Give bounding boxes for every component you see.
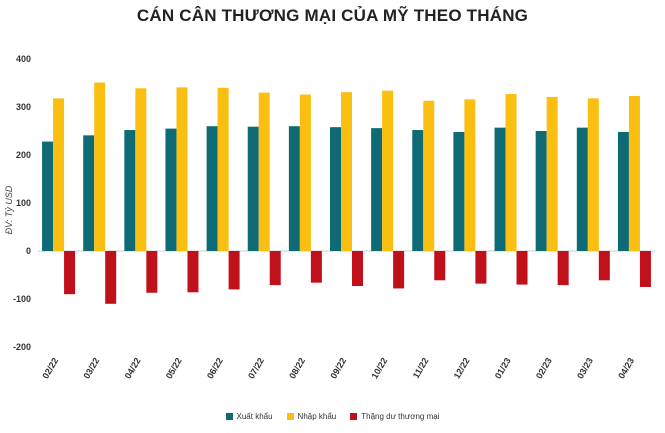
bar-surplus <box>393 251 405 289</box>
bar-import <box>341 92 352 252</box>
bar-import <box>94 82 106 252</box>
bar-surplus <box>434 251 446 281</box>
y-tick-label: 0 <box>26 246 31 256</box>
bar-surplus <box>64 251 76 295</box>
x-tick-label: 10/22 <box>369 356 389 381</box>
legend-item: Xuất khẩu <box>225 412 273 421</box>
legend-label: Xuất khẩu <box>236 412 273 421</box>
x-tick-label: 02/22 <box>40 356 60 381</box>
bar-export <box>617 131 629 251</box>
bar-surplus <box>310 251 322 283</box>
y-tick-label: 400 <box>16 54 31 64</box>
x-tick-label: 07/22 <box>246 356 266 381</box>
bar-export <box>371 128 383 251</box>
x-tick-label: 12/22 <box>452 356 472 381</box>
bar-import <box>628 95 640 252</box>
bar-export <box>453 131 465 251</box>
x-tick-label: 11/22 <box>411 356 431 380</box>
bar-import <box>258 92 270 251</box>
bar-surplus <box>146 251 158 293</box>
legend-item: Thặng dư thương mại <box>350 412 439 421</box>
legend-item: Nhập khẩu <box>286 412 337 421</box>
x-tick-label: 01/23 <box>493 356 513 381</box>
bar-export <box>412 130 424 251</box>
bar-export <box>535 131 547 251</box>
bar-import <box>217 87 229 251</box>
bar-import <box>382 90 394 252</box>
legend-label: Thặng dư thương mại <box>361 412 440 421</box>
bar-export <box>330 127 341 251</box>
bar-export <box>206 126 218 251</box>
legend-swatch <box>286 413 294 420</box>
bar-import <box>587 98 599 251</box>
bar-export <box>576 127 588 251</box>
legend-label: Nhập khẩu <box>297 412 337 421</box>
bar-surplus <box>228 251 240 290</box>
bar-import <box>53 98 65 251</box>
bar-export <box>494 127 506 251</box>
bar-import <box>135 88 147 251</box>
legend: Xuất khẩu Nhập khẩu Thặng dư thương mại <box>0 412 665 421</box>
bar-export <box>288 126 300 251</box>
x-tick-label: 06/22 <box>205 356 225 381</box>
x-tick-label: 02/23 <box>534 356 554 381</box>
x-tick-label: 08/22 <box>287 356 307 381</box>
legend-swatch <box>225 413 233 420</box>
x-tick-label: 05/22 <box>164 356 184 381</box>
bar-export <box>83 135 95 251</box>
y-tick-label: -100 <box>13 294 31 304</box>
bar-import <box>176 87 188 251</box>
chart-title: CÁN CÂN THƯƠNG MẠI CỦA MỸ THEO THÁNG <box>136 6 529 25</box>
bar-surplus <box>598 251 610 281</box>
bar-export <box>247 126 259 251</box>
x-tick-label: 09/22 <box>328 356 348 381</box>
bar-import <box>464 99 476 251</box>
y-tick-label: -200 <box>13 342 31 352</box>
bar-surplus <box>639 251 651 287</box>
bar-surplus <box>352 251 363 287</box>
legend-swatch <box>350 413 358 420</box>
bar-surplus <box>475 251 487 284</box>
y-tick-label: 300 <box>16 102 31 112</box>
y-tick-label: 100 <box>16 198 31 208</box>
bar-import <box>299 94 311 252</box>
bar-surplus <box>187 251 199 293</box>
x-tick-label: 03/22 <box>82 356 102 381</box>
x-tick-label: 03/23 <box>575 356 595 381</box>
bar-export <box>165 128 177 251</box>
bar-import <box>423 100 435 251</box>
y-tick-label: 200 <box>16 150 31 160</box>
bar-import <box>505 94 517 251</box>
bar-surplus <box>269 251 281 286</box>
bar-surplus <box>516 251 528 285</box>
bar-surplus <box>557 251 569 286</box>
bar-export <box>42 141 54 251</box>
x-tick-label: 04/22 <box>123 356 143 381</box>
bar-surplus <box>105 251 117 304</box>
bar-export <box>124 130 136 251</box>
bar-import <box>546 96 558 251</box>
x-tick-label: 04/23 <box>616 356 636 381</box>
